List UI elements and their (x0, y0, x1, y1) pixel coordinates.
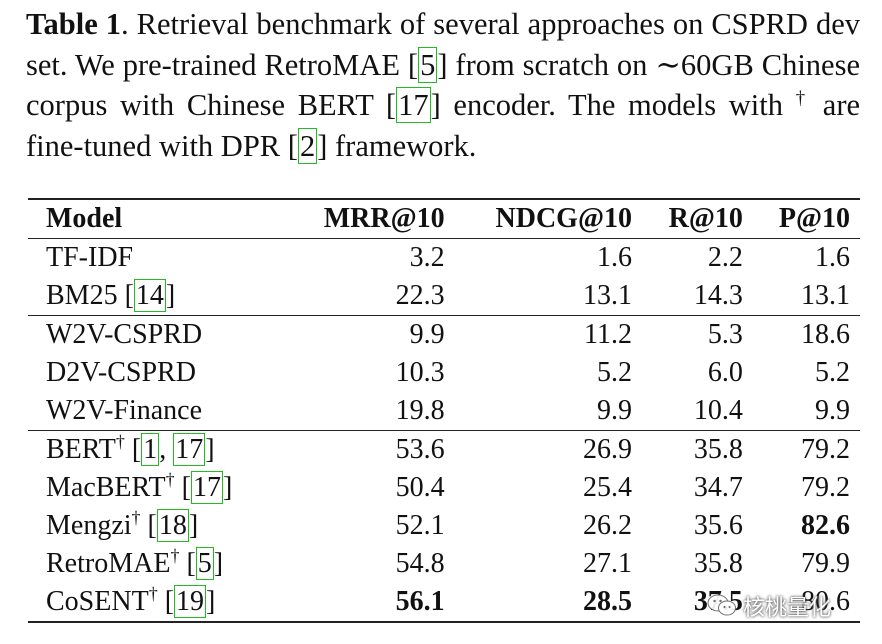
citation-link[interactable]: 14 (133, 279, 166, 312)
watermark: 核桃量化 (707, 588, 831, 624)
precision-value: 79.2 (801, 472, 850, 503)
dagger-mark: † (115, 431, 125, 452)
table-row: W2V-Finance 19.8 9.9 10.4 9.9 (28, 392, 860, 431)
header-recall: R@10 (668, 203, 743, 234)
model-name: MacBERT (46, 472, 166, 503)
mrr-value: 54.8 (395, 548, 445, 579)
mrr-value: 3.2 (409, 242, 445, 273)
recall-value: 5.3 (707, 319, 743, 350)
model-cell: CoSENT† [19] (46, 583, 216, 618)
ndcg-value: 1.6 (597, 242, 632, 273)
table-row: W2V-CSPRD 9.9 11.2 5.3 18.6 (28, 315, 860, 355)
ndcg-value-best: 28.5 (583, 586, 632, 617)
recall-value: 35.8 (693, 548, 743, 579)
dagger-mark: † (131, 507, 141, 528)
model-name: W2V-CSPRD (46, 319, 203, 350)
model-cell: Mengzi† [18] (46, 507, 199, 542)
model-name: W2V-Finance (46, 395, 203, 426)
model-cell: MacBERT† [17] (46, 469, 233, 504)
mrr-value: 50.4 (395, 472, 445, 503)
table-caption: Table 1. Retrieval benchmark of several … (26, 7, 861, 164)
model-cell: RetroMAE† [5] (46, 545, 224, 580)
precision-value: 80.6 (801, 586, 850, 617)
table-row: MacBERT† [17] 50.4 25.4 34.7 79.2 (28, 469, 860, 507)
table-row: TF-IDF 3.2 1.6 2.2 1.6 (28, 239, 860, 278)
citation-link[interactable]: 17 (190, 471, 223, 504)
recall-value: 2.2 (707, 242, 743, 273)
table-row: Mengzi† [18] 52.1 26.2 35.6 82.6 (28, 507, 860, 545)
citation-link[interactable]: 5 (195, 547, 214, 580)
mrr-value: 19.8 (395, 395, 445, 426)
caption-text: framework. (327, 128, 477, 163)
model-name: CoSENT (46, 586, 149, 617)
ndcg-value: 25.4 (583, 472, 632, 503)
citation-link[interactable]: 19 (174, 585, 207, 618)
precision-value: 79.9 (801, 548, 850, 579)
citation-link[interactable]: 1 (141, 433, 160, 466)
citation-link[interactable]: 2 (297, 127, 318, 164)
recall-value: 35.8 (693, 434, 743, 465)
header-model: Model (46, 203, 123, 234)
ndcg-value: 9.9 (597, 395, 632, 426)
model-cell: BM25 [14] (46, 279, 176, 312)
model-name: D2V-CSPRD (46, 357, 196, 388)
table-header-row: Model MRR@10 NDCG@10 R@10 P@10 (28, 199, 860, 239)
watermark-text: 核桃量化 (743, 596, 832, 621)
ndcg-value: 27.1 (583, 548, 632, 579)
model-name: RetroMAE (46, 548, 171, 579)
caption-text: . Retrieval benchmark of several approac… (26, 7, 860, 82)
dagger-mark: † (795, 87, 811, 109)
citation-link[interactable]: 5 (418, 46, 438, 83)
recall-value: 34.7 (693, 472, 743, 503)
mrr-value: 22.3 (395, 280, 445, 311)
citation-link[interactable]: 17 (173, 433, 206, 466)
precision-value-best: 82.6 (801, 510, 850, 541)
table-row: CoSENT† [19] 56.1 28.5 37.5 80.6 (28, 583, 860, 622)
model-name: BM25 (46, 280, 118, 311)
mrr-value: 52.1 (395, 510, 445, 541)
model-name: TF-IDF (46, 242, 134, 273)
table-row: BERT† [1, 17] 53.6 26.9 35.8 79.2 (28, 430, 860, 470)
ndcg-value: 5.2 (597, 357, 632, 388)
ndcg-value: 26.9 (583, 434, 632, 465)
model-name: Mengzi (46, 510, 132, 541)
citation-link[interactable]: 18 (156, 509, 189, 542)
caption-text: from scratch on ∼60GB Chinese corpus wit… (26, 47, 860, 123)
mrr-value: 9.9 (409, 319, 445, 350)
citation-separator: , (159, 434, 174, 465)
citation-link[interactable]: 17 (396, 87, 431, 123)
recall-value: 6.0 (707, 357, 743, 388)
header-mrr: MRR@10 (323, 203, 445, 234)
precision-value: 9.9 (815, 395, 850, 426)
mrr-value: 10.3 (395, 357, 445, 388)
mrr-value: 53.6 (395, 434, 445, 465)
table-row: BM25 [14] 22.3 13.1 14.3 13.1 (28, 277, 860, 316)
caption-text: encoder. The models with (440, 88, 796, 122)
recall-value: 35.6 (693, 510, 743, 541)
ndcg-value: 13.1 (583, 280, 632, 311)
precision-value: 1.6 (815, 242, 850, 273)
model-name: BERT (46, 434, 116, 465)
caption-label: Table 1 (26, 7, 122, 41)
model-cell: BERT† [1, 17] (46, 431, 215, 466)
header-precision: P@10 (778, 203, 850, 234)
table-row: RetroMAE† [5] 54.8 27.1 35.8 79.9 (28, 545, 860, 583)
wechat-icon (707, 593, 737, 619)
recall-value: 10.4 (693, 395, 743, 426)
dagger-mark: † (148, 583, 158, 604)
ndcg-value: 11.2 (584, 319, 632, 350)
caption-text: are fine-tuned with DPR (26, 88, 861, 163)
precision-value: 79.2 (801, 434, 850, 465)
header-ndcg: NDCG@10 (495, 203, 633, 234)
dagger-mark: † (165, 469, 175, 490)
table-row: D2V-CSPRD 10.3 5.2 6.0 5.2 (28, 354, 860, 392)
ndcg-value: 26.2 (583, 510, 632, 541)
results-table: Model MRR@10 NDCG@10 R@10 P@10 TF-IDF 3.… (28, 198, 860, 623)
precision-value: 13.1 (801, 280, 850, 311)
precision-value: 5.2 (815, 357, 850, 388)
recall-value: 14.3 (693, 280, 743, 311)
mrr-value-best: 56.1 (395, 586, 445, 617)
dagger-mark: † (170, 545, 180, 566)
precision-value: 18.6 (801, 319, 850, 350)
